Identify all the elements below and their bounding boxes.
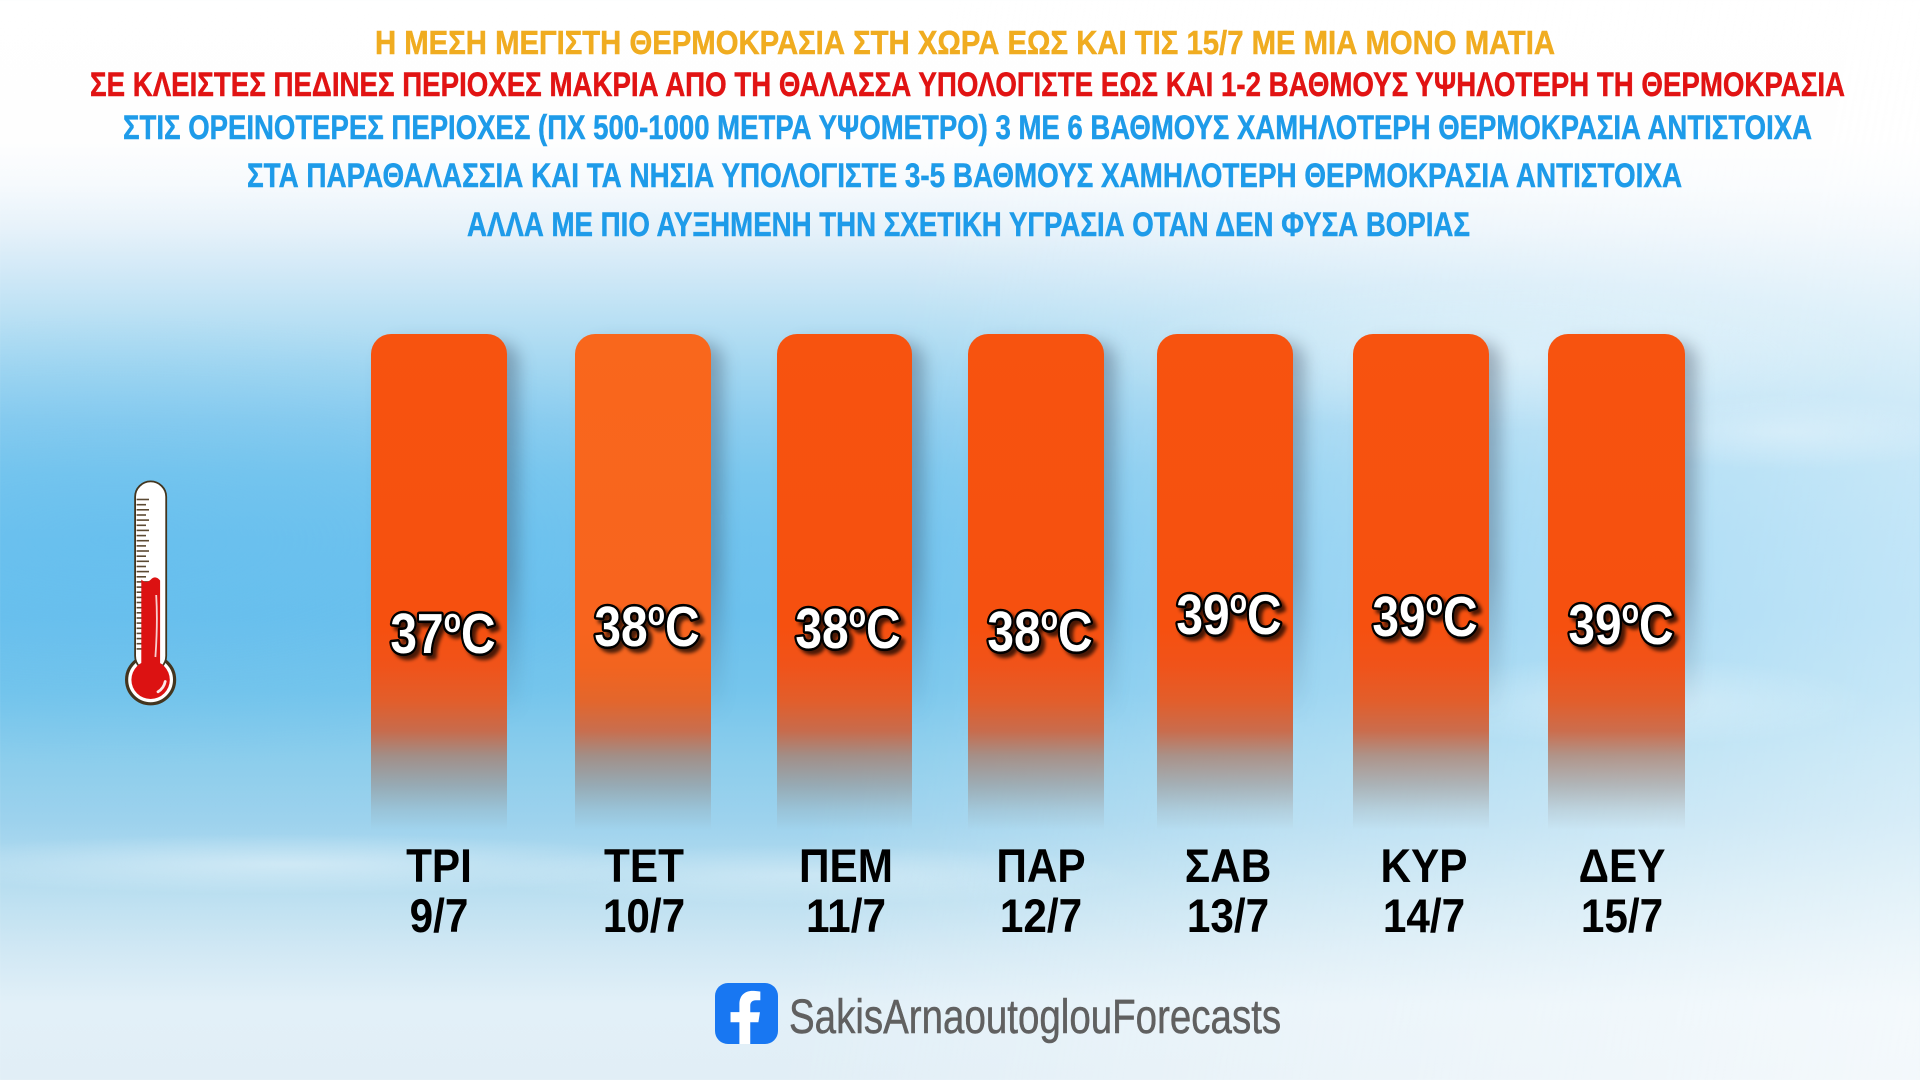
- svg-text:39oC: 39oC: [1372, 585, 1477, 649]
- svg-text:38oC: 38oC: [987, 600, 1092, 664]
- svg-text:39oC: 39oC: [1176, 583, 1281, 647]
- svg-text:38oC: 38oC: [795, 597, 900, 661]
- svg-text:37oC: 37oC: [390, 602, 495, 666]
- svg-text:39oC: 39oC: [1568, 593, 1673, 657]
- svg-text:38oC: 38oC: [594, 595, 699, 659]
